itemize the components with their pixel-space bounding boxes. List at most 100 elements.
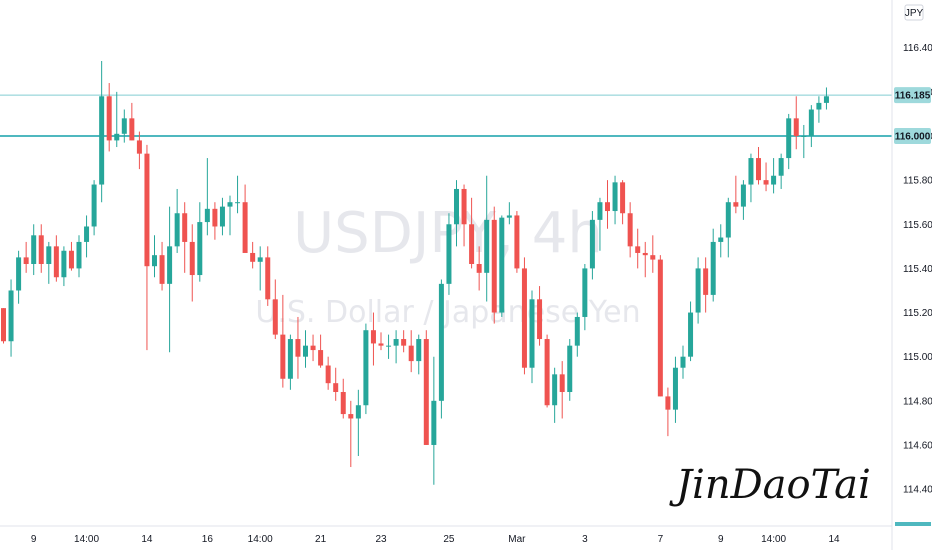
last-price-tag-text: 116.185 xyxy=(895,91,931,102)
candle xyxy=(129,102,135,141)
candle xyxy=(303,330,308,368)
candle xyxy=(84,215,90,258)
x-tick-label: Mar xyxy=(508,534,526,545)
last-price-tag: 116.185 xyxy=(894,87,931,104)
candle-body xyxy=(106,96,112,141)
x-tick-label: 14:00 xyxy=(74,534,99,545)
candle-body xyxy=(174,213,180,247)
candle-body xyxy=(461,188,467,225)
candle-body xyxy=(280,334,286,379)
candle xyxy=(197,202,203,282)
candle xyxy=(605,180,610,229)
candle xyxy=(514,211,520,273)
candle-body xyxy=(401,339,407,346)
x-tick-label: 14:00 xyxy=(248,534,273,545)
candle-body xyxy=(84,226,90,242)
candle xyxy=(144,144,150,351)
currency-badge: JPY xyxy=(904,4,924,21)
candle-body xyxy=(499,217,505,313)
candles xyxy=(1,60,829,485)
candle xyxy=(725,197,731,258)
candle xyxy=(620,180,626,225)
signature: JinDaoTai xyxy=(669,462,871,508)
candle xyxy=(672,356,678,423)
candle-body xyxy=(219,206,225,227)
candle-body xyxy=(340,392,346,415)
candle-body xyxy=(642,252,648,256)
candle xyxy=(718,224,724,258)
candle xyxy=(567,339,573,401)
candle xyxy=(136,131,142,170)
candle-body xyxy=(61,250,67,278)
x-tick-label: 21 xyxy=(315,534,327,545)
candle-body xyxy=(446,224,452,284)
candle-body xyxy=(159,255,165,284)
x-tick-label: 7 xyxy=(658,534,664,545)
candle xyxy=(189,224,195,302)
candle-body xyxy=(46,246,52,264)
y-tick-label: 115.400 xyxy=(903,264,932,275)
candle-body xyxy=(38,235,44,264)
candle-body xyxy=(378,343,384,346)
candle xyxy=(68,241,74,271)
last-price-tag-bg xyxy=(894,87,931,104)
candle xyxy=(401,330,407,353)
y-tick-label: 116.400 xyxy=(903,43,932,54)
candle-body xyxy=(627,213,633,247)
candle xyxy=(544,334,550,408)
candle-body xyxy=(363,330,369,406)
candle-body xyxy=(559,374,565,392)
candle-body xyxy=(31,235,37,264)
candle-body xyxy=(552,374,558,406)
candle xyxy=(650,235,656,273)
x-axis: 9 14:00 14 16 14:00 21 23 25 Mar 3 7 9 14:00 14 xyxy=(31,534,840,545)
candle xyxy=(710,228,716,302)
x-tick-label: 3 xyxy=(582,534,588,545)
candle-body xyxy=(582,268,588,317)
candle-body xyxy=(204,208,210,223)
candle-body xyxy=(733,202,739,207)
candle xyxy=(53,235,59,282)
candle-body xyxy=(620,182,626,214)
candle-body xyxy=(355,405,361,419)
candle xyxy=(552,367,558,423)
candle-body xyxy=(393,339,399,346)
candle xyxy=(771,158,777,194)
candle xyxy=(597,197,603,251)
candle xyxy=(333,367,339,401)
candle-body xyxy=(823,96,829,103)
candle-body xyxy=(605,202,610,212)
candle xyxy=(106,83,112,152)
candle-body xyxy=(544,339,550,406)
x-tick-label: 14 xyxy=(828,534,840,545)
candle xyxy=(438,279,444,419)
candle xyxy=(99,60,105,203)
candle xyxy=(227,195,233,236)
candle xyxy=(703,257,709,313)
candle-body xyxy=(386,345,392,347)
candle-body xyxy=(567,345,573,392)
candle-body xyxy=(197,222,203,276)
candle xyxy=(756,147,761,185)
candle-body xyxy=(703,268,709,295)
candle xyxy=(506,202,512,225)
candle-body xyxy=(272,299,278,335)
candle-body xyxy=(710,241,716,295)
x-tick-label: 16 xyxy=(202,534,214,545)
candle xyxy=(635,228,641,269)
y-tick-label: 114.800 xyxy=(903,396,932,407)
candle-body xyxy=(771,175,777,185)
candle xyxy=(219,197,225,236)
axis-scroll-handle[interactable] xyxy=(895,522,931,526)
candle xyxy=(242,184,248,253)
candle xyxy=(778,153,784,189)
candle xyxy=(272,279,278,340)
candle-body xyxy=(688,312,694,357)
candle-body xyxy=(121,118,127,134)
candle xyxy=(823,87,829,110)
candle-body xyxy=(484,219,490,273)
candle-body xyxy=(537,299,543,340)
x-tick-label: 14:00 xyxy=(761,534,786,545)
candle-body xyxy=(235,202,241,204)
